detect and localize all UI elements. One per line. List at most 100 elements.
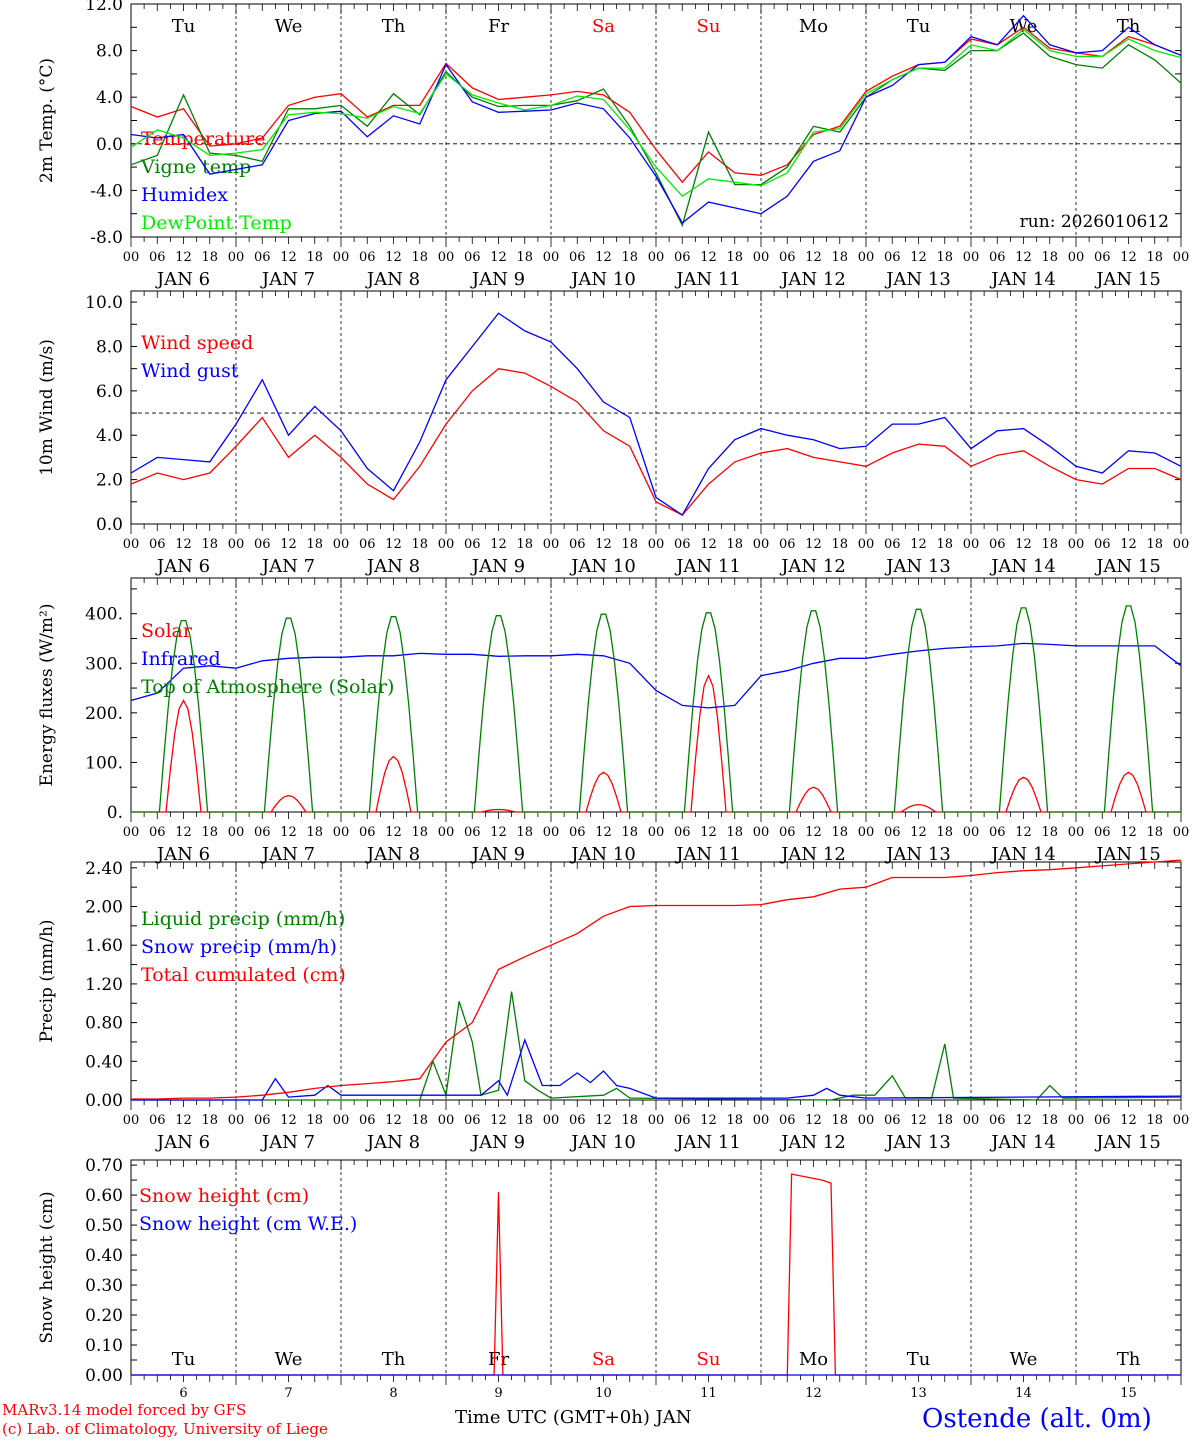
x-hour-label: 12 (280, 825, 297, 840)
x-hour-label: 12 (910, 825, 927, 840)
weekday-label: Tu (172, 1349, 196, 1370)
x-hour-label: 12 (175, 537, 192, 552)
x-hour-label: 06 (569, 537, 586, 552)
x-hour-label: 12 (1120, 1113, 1137, 1128)
x-hour-label: 06 (779, 825, 796, 840)
x-hour-label: 18 (516, 537, 533, 552)
weekday-label: Su (697, 1349, 721, 1370)
x-hour-label: 06 (1094, 825, 1111, 840)
x-date-label: JAN 10 (569, 269, 636, 290)
x-hour-label: 00 (543, 1113, 560, 1128)
y-tick-label: 8.0 (96, 337, 123, 357)
x-date-label: 13 (910, 1386, 927, 1401)
y-tick-label: 0.20 (85, 1306, 123, 1326)
x-hour-label: 00 (1068, 537, 1085, 552)
legend-entry: Snow precip (mm/h) (141, 936, 337, 958)
weekday-label: Sa (592, 1349, 615, 1370)
x-date-label: JAN 9 (470, 269, 525, 290)
x-date-label: JAN 9 (470, 556, 525, 577)
x-date-label: JAN 11 (674, 269, 741, 290)
x-hour-label: 18 (621, 1113, 638, 1128)
x-hour-label: 06 (779, 537, 796, 552)
x-hour-label: 12 (175, 250, 192, 265)
x-hour-label: 00 (858, 825, 875, 840)
x-hour-label: 06 (464, 250, 481, 265)
x-hour-label: 12 (385, 537, 402, 552)
x-axis-label: Time UTC (GMT+0h) JAN (455, 1407, 692, 1428)
series-line-dewpoint-temp (130, 28, 1182, 198)
x-hour-label: 18 (411, 1113, 428, 1128)
y-tick-label: 2.0 (96, 471, 123, 491)
x-date-label: JAN 12 (779, 269, 846, 290)
weekday-label: Tu (172, 16, 196, 37)
panel-energy: 400. 300. 200. 100. 0. Energy fluxes (W/m²) 00… (37, 577, 1189, 865)
x-hour-label: 00 (963, 537, 980, 552)
series-line-total-cumulated-cm- (131, 859, 1182, 1100)
x-hour-label: 12 (1120, 537, 1137, 552)
x-hour-label: 18 (621, 537, 638, 552)
x-hour-label: 12 (1015, 250, 1032, 265)
series-line-top-of-atmosphere-solar- (131, 605, 1181, 813)
x-hour-label: 18 (831, 537, 848, 552)
x-date-label: 14 (1015, 1386, 1032, 1401)
x-date-label: JAN 14 (989, 269, 1056, 290)
legend-entry: Snow height (cm W.E.) (139, 1213, 357, 1235)
x-hour-label: 00 (1068, 1113, 1085, 1128)
x-date-label: JAN 7 (260, 556, 315, 577)
x-hour-label: 12 (700, 250, 717, 265)
x-hour-label: 00 (438, 1113, 455, 1128)
x-hour-label: 18 (831, 825, 848, 840)
x-hour-label: 12 (175, 825, 192, 840)
series-line-liquid-precip-mm-h- (131, 991, 1182, 1101)
y-tick-label: 0.0 (96, 135, 123, 155)
y-tick-label: 200. (85, 704, 123, 724)
weekday-label: Su (697, 16, 721, 37)
x-hour-label: 12 (490, 825, 507, 840)
y-tick-label: -4.0 (90, 181, 123, 201)
x-hour-label: 12 (385, 825, 402, 840)
x-hour-label: 18 (306, 250, 323, 265)
x-hour-label: 06 (674, 250, 691, 265)
x-hour-label: 18 (936, 537, 953, 552)
x-hour-label: 12 (910, 250, 927, 265)
weekday-label: Th (382, 16, 406, 37)
x-hour-label: 00 (753, 1113, 770, 1128)
x-hour-label: 06 (464, 825, 481, 840)
x-hour-label: 18 (726, 250, 743, 265)
x-hour-label: 12 (595, 250, 612, 265)
x-date-label: 9 (494, 1386, 502, 1401)
x-hour-label: 12 (280, 537, 297, 552)
x-hour-label: 06 (359, 537, 376, 552)
x-hour-label: 06 (1094, 537, 1111, 552)
x-hour-label: 00 (228, 825, 245, 840)
x-date-label: JAN 11 (674, 1132, 741, 1153)
x-date-label: JAN 6 (155, 844, 210, 865)
y-tick-label: 0.50 (85, 1216, 123, 1236)
x-hour-label: 00 (1173, 250, 1190, 265)
x-hour-label: 18 (936, 825, 953, 840)
weekday-label: Fr (488, 16, 509, 37)
panel-precip: 2.40 2.00 1.60 1.20 0.80 0.40 0.00 Precip (mm/h… (37, 859, 1189, 1153)
x-date-label: JAN 9 (470, 1132, 525, 1153)
x-hour-label: 06 (569, 825, 586, 840)
x-hour-label: 06 (359, 250, 376, 265)
x-hour-label: 12 (700, 537, 717, 552)
y-tick-label: 0.00 (85, 1091, 123, 1111)
x-hour-label: 00 (1173, 537, 1190, 552)
x-hour-label: 00 (228, 250, 245, 265)
x-hour-label: 06 (149, 250, 166, 265)
x-hour-label: 18 (1041, 825, 1058, 840)
x-hour-label: 06 (884, 825, 901, 840)
y-axis-title: Energy fluxes (W/m²) (37, 604, 57, 787)
x-hour-label: 00 (333, 537, 350, 552)
weekday-label: We (275, 1349, 303, 1370)
series-line-infrared (130, 642, 1182, 709)
x-hour-label: 12 (1015, 825, 1032, 840)
x-hour-label: 00 (228, 537, 245, 552)
y-tick-label: 8.0 (96, 42, 123, 62)
y-tick-label: 0.60 (85, 1186, 123, 1206)
weekday-label: Tu (907, 1349, 931, 1370)
x-date-label: JAN 7 (260, 269, 315, 290)
x-date-label: JAN 8 (365, 844, 420, 865)
legend-entry: Humidex (141, 184, 228, 206)
